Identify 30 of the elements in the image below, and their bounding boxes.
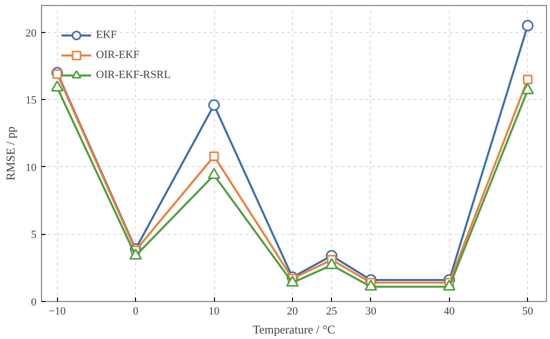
x-tick-label: 30 — [365, 306, 377, 318]
point — [208, 168, 220, 179]
y-axis-title: RMSE / pp — [4, 126, 18, 181]
x-tick-label: 25 — [326, 306, 338, 318]
y-tick-label: 10 — [26, 162, 37, 174]
point — [325, 258, 338, 270]
y-tick-label: 0 — [31, 296, 37, 308]
legend-label: OIR-EKF-RSRL — [96, 69, 171, 81]
point — [286, 276, 299, 287]
x-tick-label: 20 — [286, 306, 298, 318]
point — [208, 99, 220, 111]
x-axis-title: Temperature / °C — [252, 322, 336, 336]
x-tick-label: −10 — [48, 306, 66, 318]
point — [129, 248, 142, 260]
point — [443, 280, 456, 291]
x-tick-label: 10 — [208, 306, 220, 318]
x-tick-label: 50 — [522, 306, 534, 318]
x-tick-label: 40 — [444, 306, 456, 318]
point — [522, 20, 534, 32]
point — [521, 83, 534, 94]
point — [522, 74, 532, 84]
point — [364, 280, 378, 291]
y-tick-label: 15 — [26, 94, 37, 107]
point — [209, 151, 219, 161]
legend-label: EKF — [96, 29, 117, 41]
point — [50, 80, 64, 92]
legend-label: OIR-EKF — [96, 49, 140, 61]
x-tick-label: 0 — [132, 306, 139, 318]
y-tick-label: 20 — [26, 27, 37, 40]
y-tick-label: 5 — [31, 229, 37, 242]
